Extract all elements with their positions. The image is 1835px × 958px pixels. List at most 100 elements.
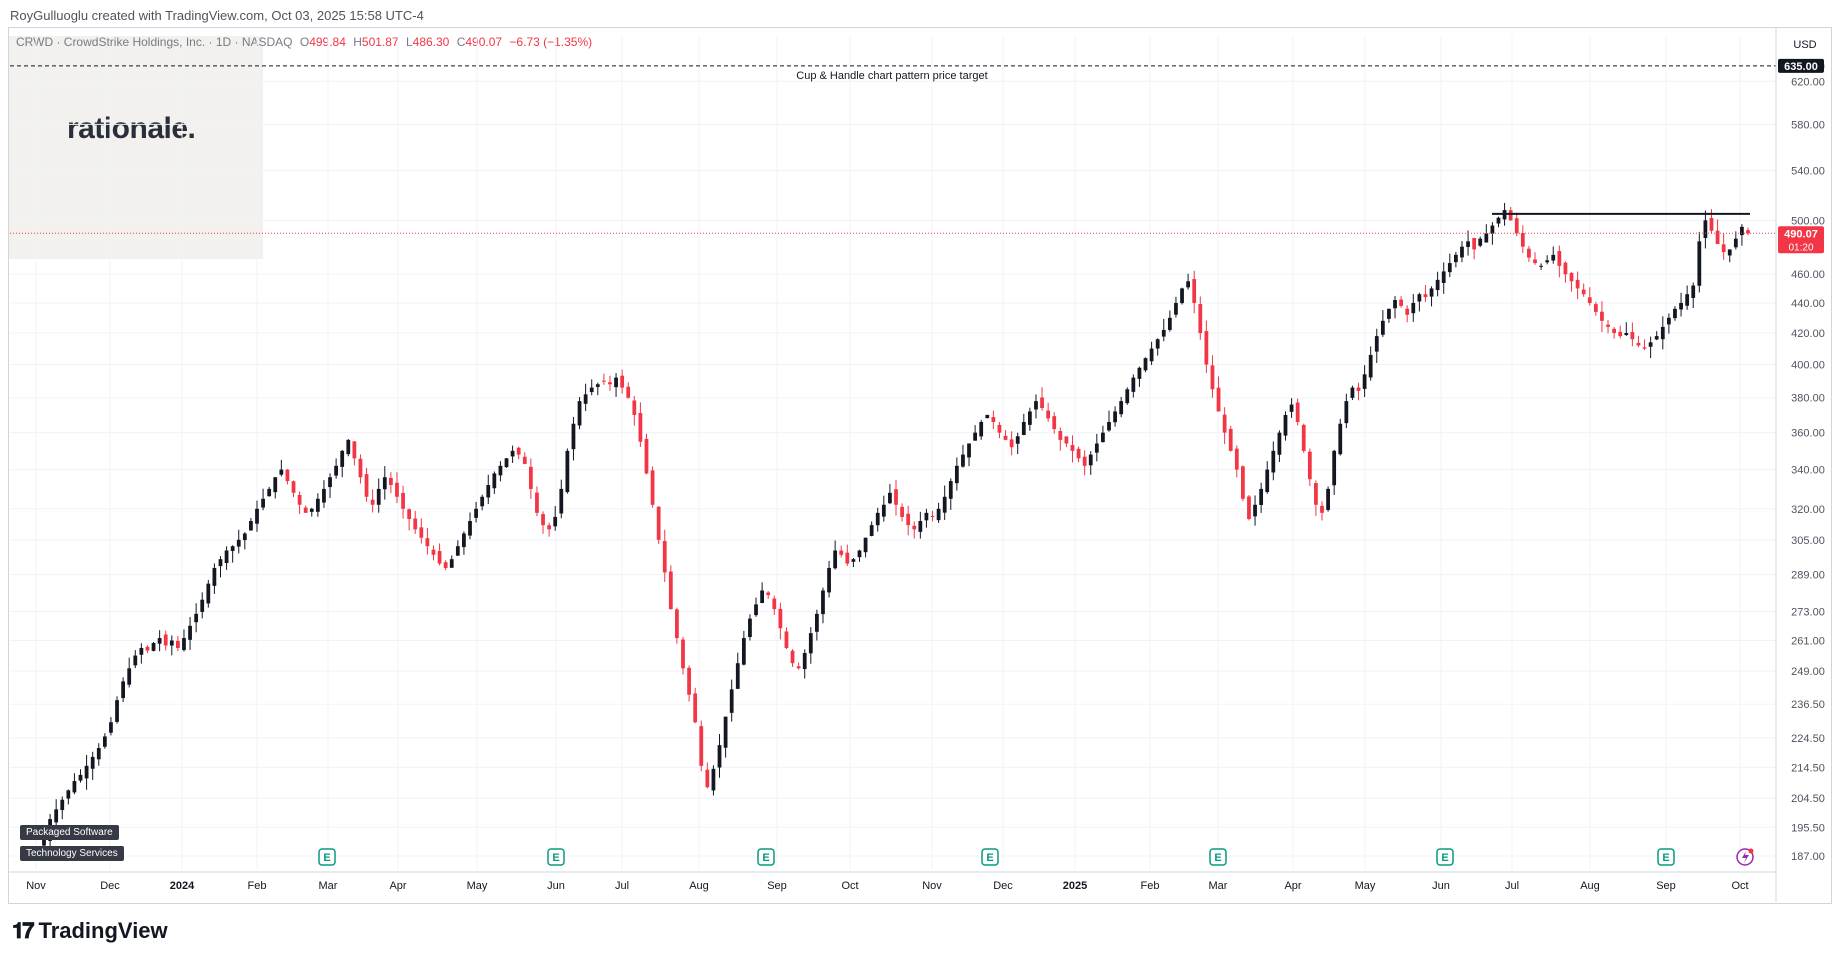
candle [1660,316,1665,350]
candle [1441,262,1446,294]
candle [1222,407,1227,445]
candle-body [608,382,612,385]
candle-body [1021,421,1026,435]
candle-body [1746,230,1750,234]
candle [1064,436,1069,448]
candle [1569,272,1574,292]
candle [979,419,984,440]
candle-body [1003,435,1008,440]
candle [948,478,953,510]
candle [821,587,825,624]
tradingview-brand[interactable]: 𝟏𝟕 TradingView [12,918,168,944]
candle [577,397,582,430]
candle-body [748,618,752,638]
candle-body [790,650,795,664]
candle-body [425,538,430,547]
candle [474,501,478,523]
candle [553,505,558,531]
candle [1174,296,1178,318]
candle [729,679,734,722]
candle-body [863,537,868,553]
candle-body [468,521,472,536]
candle-body [1174,302,1178,315]
candle-body [1338,423,1343,455]
candle [437,543,442,566]
earnings-icon: E [1657,848,1675,866]
candle [711,765,716,796]
candle [1533,252,1537,265]
candle [1575,271,1580,300]
candle-body [145,646,150,651]
candle [565,448,570,494]
candle-body [1076,448,1081,459]
candle [924,508,929,528]
candle [315,493,320,517]
candle [1612,327,1617,339]
y-tick-label: 440.00 [1791,298,1825,310]
candle [1271,441,1276,481]
candle [151,641,156,652]
candle [1265,461,1270,494]
candle [376,478,381,513]
candle-body [206,583,211,604]
candle [845,544,850,566]
candle [1435,271,1440,297]
candle-body [1740,226,1744,236]
candle [60,796,65,820]
candle-body [1447,263,1452,273]
candle [997,421,1002,439]
candle [1283,411,1288,441]
y-tick-label: 420.00 [1791,328,1825,340]
candle-body [1247,496,1251,519]
candle [1563,261,1568,283]
candle [1101,425,1105,443]
ohlc-high: 501.87 [361,35,399,49]
y-tick-label: 360.00 [1791,428,1825,440]
candle-body [133,655,138,666]
x-tick-label: Dec [100,880,120,892]
candle [230,545,235,563]
candle-body [1216,387,1221,412]
candle [839,545,844,558]
candle-body [127,668,132,685]
earnings-icon-label: E [552,852,559,864]
candle-body [1405,308,1410,315]
candle [589,379,594,396]
candle [1393,296,1397,319]
candle [1447,253,1452,278]
candle-body [1015,436,1020,444]
candle-body [839,550,844,555]
candle-body [285,469,290,482]
candle [1527,245,1531,262]
candle-body [1563,262,1568,275]
candle [954,457,959,491]
candle-body [1484,233,1489,243]
candle-body [1587,297,1592,303]
candle-body [1429,288,1434,297]
candle [583,383,588,412]
candle [395,472,399,504]
candle-body [595,384,600,387]
candle [936,502,941,523]
candle-body [1709,217,1714,231]
candle [462,531,466,555]
candle-body [1307,451,1312,480]
candle-body [754,604,758,616]
candle [303,505,308,513]
candle [1167,310,1172,332]
x-tick-label: Nov [26,880,46,892]
candle-body [1070,444,1075,451]
y-tick-label: 195.50 [1791,822,1825,834]
candle-body [693,693,698,723]
candle [1021,413,1026,436]
candle [468,512,472,540]
candle [322,480,326,508]
price-target-label: Cup & Handle chart pattern price target [796,70,987,82]
candle-body [681,639,685,669]
candle [559,479,564,519]
candle-body [510,450,515,457]
candle [571,416,576,461]
candle [1666,313,1671,334]
candle [182,629,186,652]
